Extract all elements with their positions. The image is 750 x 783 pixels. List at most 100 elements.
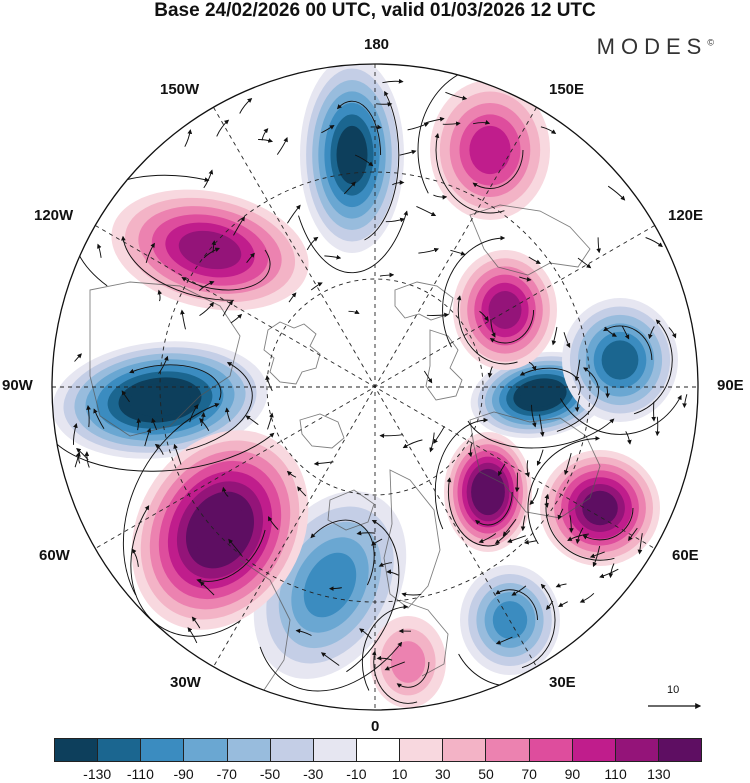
streamline: [605, 387, 610, 399]
colorbar-tick-label: 10: [391, 766, 408, 782]
streamline: [521, 583, 556, 669]
streamline: [267, 412, 274, 430]
streamline: [596, 237, 601, 254]
anomaly-neg-west-90w: [52, 341, 268, 459]
map-title: Base 24/02/2026 00 UTC, valid 01/03/2026…: [154, 0, 596, 21]
streamline: [286, 470, 297, 478]
streamline: [74, 353, 82, 362]
streamline: [607, 185, 626, 201]
anomaly-contour: [178, 230, 242, 270]
streamline: [502, 518, 517, 537]
vector-scale-label: 10: [667, 684, 680, 696]
streamline: [321, 124, 335, 134]
anomaly-contour: [488, 291, 522, 329]
streamline: [433, 194, 448, 200]
colorbar-tick-label: 110: [604, 766, 627, 782]
streamline: [599, 568, 619, 579]
streamline: [224, 407, 231, 422]
streamline: [370, 124, 382, 130]
anomaly-neg-east-90e: [470, 351, 610, 439]
colorbar: [54, 738, 702, 762]
colorbar-tick-label: -30: [303, 766, 324, 782]
streamline: [97, 243, 102, 258]
streamline: [539, 414, 545, 437]
anomaly-contour: [475, 475, 501, 509]
streamline: [402, 439, 423, 449]
anomaly-pos-north-150e: [430, 80, 550, 220]
streamline: [343, 181, 356, 195]
colorbar-swatch: [270, 739, 314, 761]
streamline: [603, 325, 653, 361]
streamline: [456, 295, 518, 365]
streamline: [445, 91, 468, 101]
streamline: [216, 119, 230, 137]
colorbar-swatch: [443, 739, 487, 761]
streamline: [151, 417, 158, 430]
streamline: [555, 583, 567, 588]
colorbar-swatch: [98, 739, 142, 761]
streamline: [527, 436, 601, 545]
lon-label-60w: 60W: [39, 547, 70, 564]
colorbar-swatch: [658, 739, 702, 761]
anomaly-contour: [469, 125, 511, 175]
streamline: [556, 367, 599, 432]
colorbar-swatch: [529, 739, 573, 761]
colorbar-tick-label: -90: [173, 766, 194, 782]
anomaly-pos-west-120w: [111, 189, 309, 311]
streamline: [473, 120, 491, 125]
streamline: [371, 650, 418, 704]
streamline: [557, 508, 564, 520]
streamline: [221, 486, 229, 497]
streamline: [356, 530, 376, 536]
streamline: [498, 463, 506, 477]
streamline: [608, 563, 615, 579]
anomaly-neg-north-180: [300, 64, 404, 253]
anomaly-contour: [129, 383, 191, 417]
streamline: [246, 252, 255, 263]
streamline: [628, 527, 638, 542]
streamline: [129, 364, 222, 401]
streamline: [76, 451, 81, 464]
streamline: [520, 515, 526, 532]
streamline: [258, 138, 274, 143]
map-disc: [52, 64, 698, 710]
colorbar-swatch: [184, 739, 228, 761]
lon-label-120w: 120W: [34, 207, 74, 224]
streamline: [633, 319, 673, 415]
streamline: [564, 452, 572, 476]
colorbar-swatch: [55, 739, 99, 761]
colorbar-tick-label: 50: [478, 766, 494, 782]
streamline: [442, 121, 461, 127]
streamline: [158, 355, 169, 374]
streamline: [239, 97, 253, 114]
streamline: [563, 332, 571, 349]
streamline: [489, 309, 535, 344]
streamline: [191, 616, 201, 629]
streamline: [540, 126, 557, 135]
streamline: [154, 443, 164, 455]
lon-label-30e: 30E: [549, 674, 576, 691]
streamline: [384, 661, 405, 671]
streamline: [467, 418, 615, 449]
streamline: [478, 533, 497, 544]
lon-label-60e: 60E: [672, 547, 699, 564]
streamline: [446, 477, 499, 547]
streamline: [346, 519, 400, 673]
anomaly-contour: [336, 125, 368, 185]
colorbar-tick-label: -130: [83, 766, 112, 782]
streamline: [625, 431, 632, 445]
streamline: [682, 394, 688, 409]
colorbar-swatch: [572, 739, 616, 761]
colorbar-swatch: [486, 739, 530, 761]
graticule: [52, 64, 698, 710]
streamline: [286, 204, 301, 224]
lon-label-180: 180: [364, 36, 390, 53]
streamline: [434, 417, 489, 530]
lon-label-90e: 90E: [717, 377, 744, 394]
streamline: [426, 312, 450, 318]
streamline: [379, 272, 395, 278]
brand-text: MODES: [596, 34, 708, 59]
lon-label-0: 0: [371, 718, 380, 735]
streamline: [399, 149, 417, 156]
streamline: [203, 247, 220, 259]
